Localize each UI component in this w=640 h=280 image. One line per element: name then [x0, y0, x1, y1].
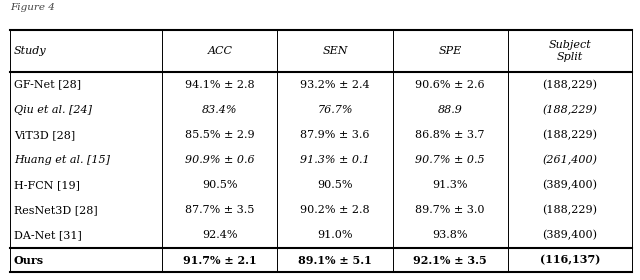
Text: 93.2% ± 2.4: 93.2% ± 2.4	[300, 80, 370, 90]
Text: 92.1% ± 3.5: 92.1% ± 3.5	[413, 255, 487, 265]
Text: (188,229): (188,229)	[542, 205, 597, 215]
Text: SEN: SEN	[323, 46, 348, 56]
Text: (261,400): (261,400)	[542, 155, 597, 165]
Text: GF-Net [28]: GF-Net [28]	[14, 80, 81, 90]
Text: ViT3D [28]: ViT3D [28]	[14, 130, 76, 140]
Text: 89.7% ± 3.0: 89.7% ± 3.0	[415, 205, 485, 215]
Text: 89.1% ± 5.1: 89.1% ± 5.1	[298, 255, 372, 265]
Text: 92.4%: 92.4%	[202, 230, 237, 241]
Text: Qiu et al. [24]: Qiu et al. [24]	[14, 105, 92, 115]
Text: 76.7%: 76.7%	[317, 105, 353, 115]
Text: 87.9% ± 3.6: 87.9% ± 3.6	[300, 130, 370, 140]
Text: 90.5%: 90.5%	[202, 180, 237, 190]
Text: 86.8% ± 3.7: 86.8% ± 3.7	[415, 130, 485, 140]
Text: ACC: ACC	[207, 46, 232, 56]
Text: 90.5%: 90.5%	[317, 180, 353, 190]
Text: Study: Study	[14, 46, 47, 56]
Text: (389,400): (389,400)	[542, 180, 597, 190]
Text: 83.4%: 83.4%	[202, 105, 237, 115]
Text: Figure 4: Figure 4	[10, 4, 55, 13]
Text: 90.2% ± 2.8: 90.2% ± 2.8	[300, 205, 370, 215]
Text: 88.9: 88.9	[438, 105, 463, 115]
Text: Subject
Split: Subject Split	[548, 40, 591, 62]
Text: (188,229): (188,229)	[542, 130, 597, 140]
Text: 93.8%: 93.8%	[432, 230, 468, 241]
Text: (188,229): (188,229)	[542, 80, 597, 90]
Text: Huang et al. [15]: Huang et al. [15]	[14, 155, 110, 165]
Text: 90.6% ± 2.6: 90.6% ± 2.6	[415, 80, 485, 90]
Text: 94.1% ± 2.8: 94.1% ± 2.8	[185, 80, 255, 90]
Text: ResNet3D [28]: ResNet3D [28]	[14, 205, 98, 215]
Text: 87.7% ± 3.5: 87.7% ± 3.5	[185, 205, 255, 215]
Text: 90.9% ± 0.6: 90.9% ± 0.6	[185, 155, 255, 165]
Text: 85.5% ± 2.9: 85.5% ± 2.9	[185, 130, 255, 140]
Text: 91.3%: 91.3%	[432, 180, 468, 190]
Text: 91.3% ± 0.1: 91.3% ± 0.1	[300, 155, 370, 165]
Text: (116,137): (116,137)	[540, 255, 600, 265]
Text: H-FCN [19]: H-FCN [19]	[14, 180, 80, 190]
Text: (188,229): (188,229)	[542, 104, 597, 115]
Text: DA-Net [31]: DA-Net [31]	[14, 230, 82, 241]
Text: Ours: Ours	[14, 255, 44, 265]
Text: 91.0%: 91.0%	[317, 230, 353, 241]
Text: 91.7% ± 2.1: 91.7% ± 2.1	[183, 255, 257, 265]
Text: 90.7% ± 0.5: 90.7% ± 0.5	[415, 155, 485, 165]
Text: SPE: SPE	[438, 46, 461, 56]
Text: (389,400): (389,400)	[542, 230, 597, 241]
